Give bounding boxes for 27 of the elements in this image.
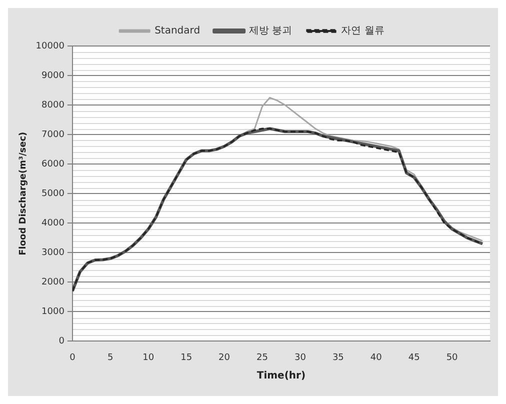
y-tick-label: 8000 bbox=[42, 100, 65, 110]
x-tick-label: 30 bbox=[294, 352, 306, 363]
y-tick-label: 9000 bbox=[42, 70, 65, 81]
x-tick-label: 45 bbox=[408, 352, 420, 363]
y-tick-label: 6000 bbox=[42, 159, 65, 170]
x-tick-label: 10 bbox=[142, 352, 154, 363]
y-tick-label: 1000 bbox=[42, 307, 65, 318]
y-tick-label: 10000 bbox=[36, 41, 65, 52]
x-axis-title: Time(hr) bbox=[256, 370, 306, 382]
x-tick-label: 0 bbox=[70, 352, 76, 363]
x-tick-label: 35 bbox=[332, 352, 344, 363]
x-tick-label: 25 bbox=[256, 352, 268, 363]
legend-label: Standard bbox=[154, 26, 200, 37]
y-tick-label: 3000 bbox=[42, 248, 65, 258]
x-tick-label: 5 bbox=[108, 352, 114, 363]
x-tick-label: 15 bbox=[180, 352, 192, 363]
x-tick-label: 20 bbox=[218, 352, 230, 363]
y-tick-label: 2000 bbox=[42, 278, 65, 288]
y-axis-title: Flood Discharge(m³/sec) bbox=[18, 132, 29, 256]
x-tick-label: 40 bbox=[370, 352, 382, 363]
y-tick-label: 0 bbox=[58, 336, 65, 347]
legend-label: 제방 붕괴 bbox=[249, 26, 292, 37]
y-tick-label: 7000 bbox=[42, 130, 65, 140]
y-tick-label: 4000 bbox=[42, 218, 65, 228]
x-tick-label: 50 bbox=[446, 352, 458, 363]
legend-label: 자연 월류 bbox=[341, 26, 384, 37]
y-tick-label: 5000 bbox=[42, 188, 65, 199]
